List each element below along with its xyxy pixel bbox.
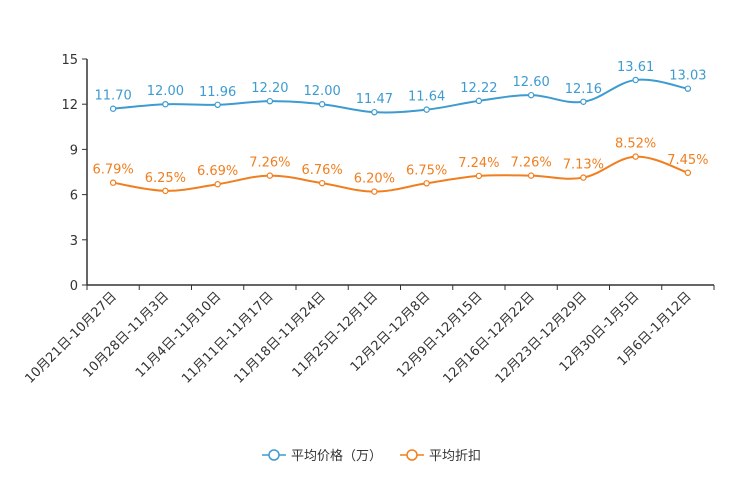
data-point: [371, 108, 378, 116]
x-tick-label: 10月21日-10月27日: [22, 289, 119, 386]
data-point: [580, 174, 587, 181]
x-tick-label: 11月18日-11月24日: [231, 289, 328, 386]
data-label: 12.20: [251, 81, 288, 96]
data-label: 6.20%: [354, 172, 395, 187]
legend-label-2: 平均折扣: [429, 449, 481, 464]
data-point: [580, 98, 587, 105]
data-label: 6.75%: [406, 163, 447, 178]
data-label: 11.47: [356, 92, 393, 107]
data-point: [527, 91, 535, 99]
data-point: [423, 106, 430, 113]
data-point: [109, 179, 117, 186]
data-label: 12.00: [147, 84, 184, 99]
data-point: [527, 172, 535, 179]
y-tick-label: 9: [70, 143, 78, 158]
data-point: [632, 76, 639, 84]
data-label: 13.03: [669, 69, 706, 84]
data-point: [266, 97, 274, 105]
data-label: 12.16: [565, 82, 602, 97]
data-label: 6.25%: [145, 171, 186, 186]
data-point: [423, 180, 430, 187]
legend-label-1: 平均价格（万）: [291, 448, 382, 464]
data-label: 6.69%: [197, 164, 238, 179]
data-label: 13.61: [617, 60, 654, 75]
data-label: 7.26%: [510, 156, 551, 171]
y-tick-label: 0: [70, 279, 78, 294]
data-point: [162, 187, 169, 195]
data-point: [684, 169, 692, 176]
x-tick-label: 12月23日-12月29日: [493, 289, 590, 386]
data-point: [318, 179, 326, 187]
x-tick-label: 11月11日-11月17日: [179, 289, 276, 386]
y-tick-label: 15: [61, 53, 78, 68]
data-label: 7.26%: [249, 156, 290, 171]
data-label: 7.45%: [667, 153, 708, 168]
y-tick-label: 6: [70, 189, 78, 204]
data-label: 12.00: [304, 84, 341, 99]
data-point: [318, 100, 326, 108]
data-label: 11.96: [199, 85, 236, 100]
data-point: [109, 105, 117, 112]
data-label: 12.60: [513, 75, 550, 90]
data-point: [214, 101, 221, 109]
data-point: [475, 97, 483, 105]
data-label: 8.52%: [615, 137, 656, 152]
data-label: 11.70: [95, 89, 132, 104]
y-tick-label: 12: [61, 98, 78, 113]
data-point: [632, 153, 639, 160]
data-label: 6.79%: [92, 163, 133, 178]
data-label: 11.64: [408, 90, 445, 105]
data-label: 7.13%: [563, 158, 604, 173]
y-tick-label: 3: [70, 234, 78, 249]
data-point: [371, 188, 378, 195]
data-point: [214, 181, 221, 188]
data-point: [266, 172, 274, 179]
data-point: [684, 85, 692, 92]
data-point: [475, 172, 483, 180]
data-label: 12.22: [460, 81, 497, 96]
data-point: [162, 100, 169, 108]
x-tick-label: 12月16日-12月22日: [440, 289, 537, 386]
series-line-2: [112, 155, 689, 193]
series-line-1: [113, 78, 689, 114]
data-label: 6.76%: [301, 163, 342, 178]
data-label: 7.24%: [458, 156, 499, 171]
legend-marker-2: [406, 449, 418, 461]
legend-marker-1: [268, 449, 280, 461]
